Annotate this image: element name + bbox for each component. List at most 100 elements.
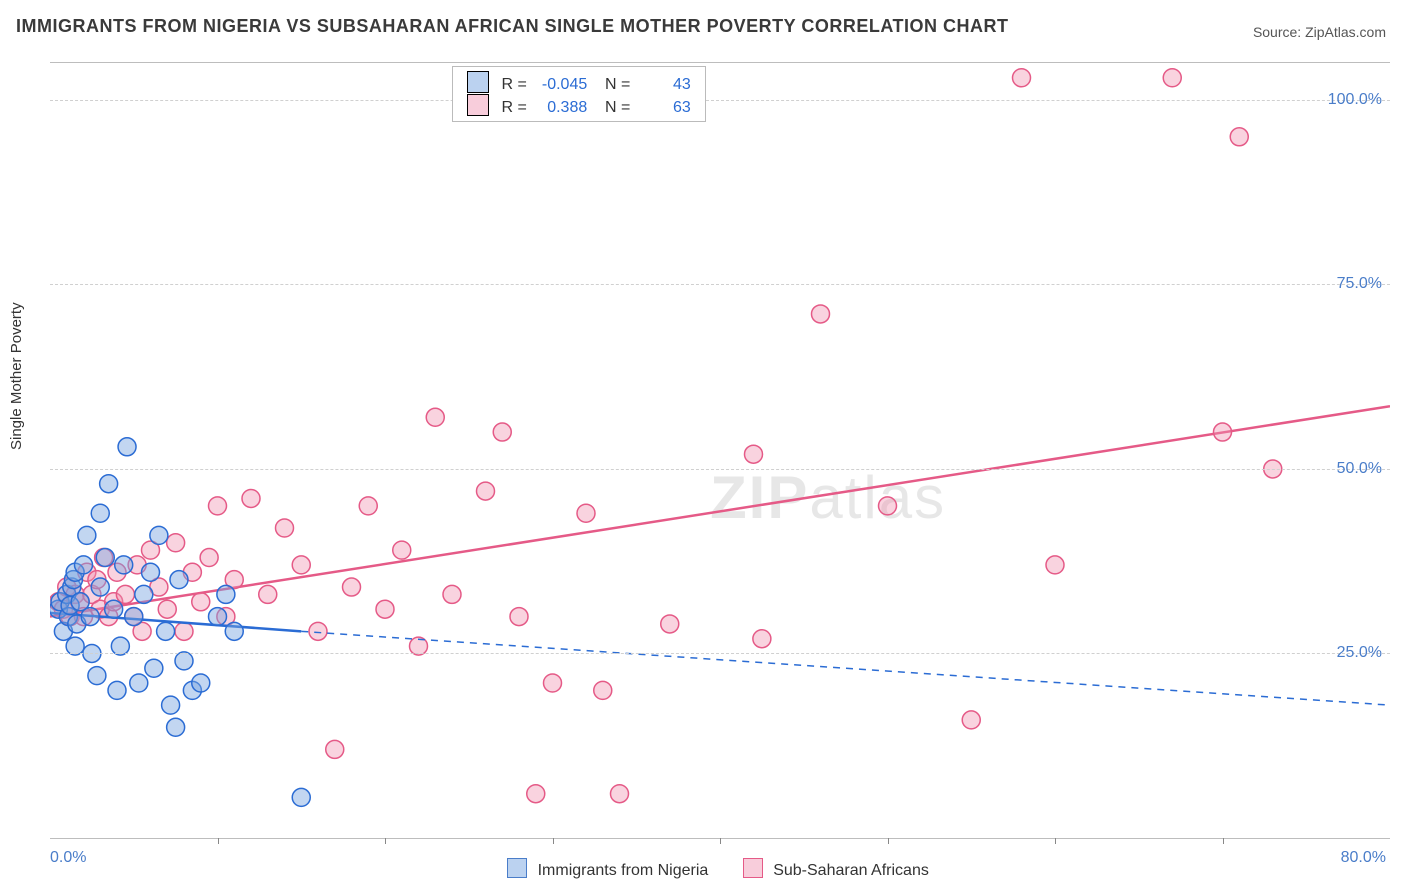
- source-label: Source: ZipAtlas.com: [1253, 24, 1386, 40]
- legend-top: R = -0.045 N = 43 R = 0.388 N = 63: [452, 66, 706, 122]
- data-point: [477, 482, 495, 500]
- data-point: [753, 630, 771, 648]
- data-point: [1013, 69, 1031, 87]
- data-point: [91, 578, 109, 596]
- data-point: [78, 526, 96, 544]
- scatter-plot: ZIPatlas 25.0%50.0%75.0%100.0%: [50, 62, 1390, 839]
- x-tick: [385, 838, 386, 844]
- scatter-svg: [50, 63, 1390, 838]
- data-point: [1214, 423, 1232, 441]
- data-point: [745, 445, 763, 463]
- data-point: [493, 423, 511, 441]
- data-point: [359, 497, 377, 515]
- data-point: [158, 600, 176, 618]
- data-point: [376, 600, 394, 618]
- legend-n-label: N =: [605, 76, 630, 93]
- data-point: [393, 541, 411, 559]
- data-point: [150, 526, 168, 544]
- data-point: [276, 519, 294, 537]
- data-point: [577, 504, 595, 522]
- data-point: [75, 556, 93, 574]
- y-tick-label: 25.0%: [1337, 644, 1382, 662]
- data-point: [426, 408, 444, 426]
- data-point: [135, 585, 153, 603]
- legend-top-swatch-blue: [467, 71, 489, 93]
- data-point: [125, 608, 143, 626]
- data-point: [105, 600, 123, 618]
- data-point: [879, 497, 897, 515]
- data-point: [81, 608, 99, 626]
- legend-r-value-blue: -0.045: [531, 76, 587, 94]
- data-point: [343, 578, 361, 596]
- x-tick: [888, 838, 889, 844]
- data-point: [192, 593, 210, 611]
- data-point: [242, 489, 260, 507]
- legend-label-pink: Sub-Saharan Africans: [773, 862, 929, 879]
- data-point: [611, 785, 629, 803]
- x-tick: [218, 838, 219, 844]
- gridline: [50, 284, 1390, 285]
- data-point: [175, 652, 193, 670]
- y-tick-label: 75.0%: [1337, 275, 1382, 293]
- gridline: [50, 653, 1390, 654]
- data-point: [108, 681, 126, 699]
- x-tick: [720, 838, 721, 844]
- chart-title: IMMIGRANTS FROM NIGERIA VS SUBSAHARAN AF…: [16, 16, 1009, 37]
- data-point: [175, 622, 193, 640]
- data-point: [1046, 556, 1064, 574]
- legend-top-row-blue: R = -0.045 N = 43: [467, 71, 691, 94]
- data-point: [116, 585, 134, 603]
- y-axis-label: Single Mother Poverty: [8, 302, 25, 450]
- y-tick-label: 100.0%: [1328, 91, 1382, 109]
- data-point: [118, 438, 136, 456]
- data-point: [527, 785, 545, 803]
- data-point: [292, 556, 310, 574]
- data-point: [200, 549, 218, 567]
- data-point: [130, 674, 148, 692]
- data-point: [510, 608, 528, 626]
- data-point: [259, 585, 277, 603]
- data-point: [1230, 128, 1248, 146]
- y-tick-label: 50.0%: [1337, 460, 1382, 478]
- data-point: [170, 571, 188, 589]
- data-point: [812, 305, 830, 323]
- data-point: [100, 475, 118, 493]
- legend-r-value-pink: 0.388: [531, 99, 587, 117]
- data-point: [225, 622, 243, 640]
- data-point: [142, 563, 160, 581]
- legend-swatch-pink: [743, 858, 763, 878]
- data-point: [292, 788, 310, 806]
- data-point: [209, 608, 227, 626]
- gridline: [50, 469, 1390, 470]
- data-point: [443, 585, 461, 603]
- x-tick: [553, 838, 554, 844]
- data-point: [66, 637, 84, 655]
- data-point: [326, 740, 344, 758]
- legend-n-value-pink: 63: [635, 99, 691, 117]
- data-point: [192, 674, 210, 692]
- data-point: [661, 615, 679, 633]
- legend-label-blue: Immigrants from Nigeria: [538, 862, 709, 879]
- legend-n-label: N =: [605, 99, 630, 116]
- data-point: [309, 622, 327, 640]
- legend-n-value-blue: 43: [635, 76, 691, 94]
- x-tick: [1055, 838, 1056, 844]
- data-point: [962, 711, 980, 729]
- data-point: [157, 622, 175, 640]
- data-point: [594, 681, 612, 699]
- data-point: [111, 637, 129, 655]
- legend-r-label: R =: [501, 99, 526, 116]
- data-point: [167, 534, 185, 552]
- legend-top-row-pink: R = 0.388 N = 63: [467, 94, 691, 117]
- data-point: [91, 504, 109, 522]
- legend-bottom: Immigrants from Nigeria Sub-Saharan Afri…: [0, 858, 1406, 880]
- data-point: [167, 718, 185, 736]
- data-point: [88, 667, 106, 685]
- x-tick: [1223, 838, 1224, 844]
- data-point: [544, 674, 562, 692]
- data-point: [96, 549, 114, 567]
- legend-swatch-blue: [507, 858, 527, 878]
- legend-top-swatch-pink: [467, 94, 489, 116]
- data-point: [209, 497, 227, 515]
- data-point: [115, 556, 133, 574]
